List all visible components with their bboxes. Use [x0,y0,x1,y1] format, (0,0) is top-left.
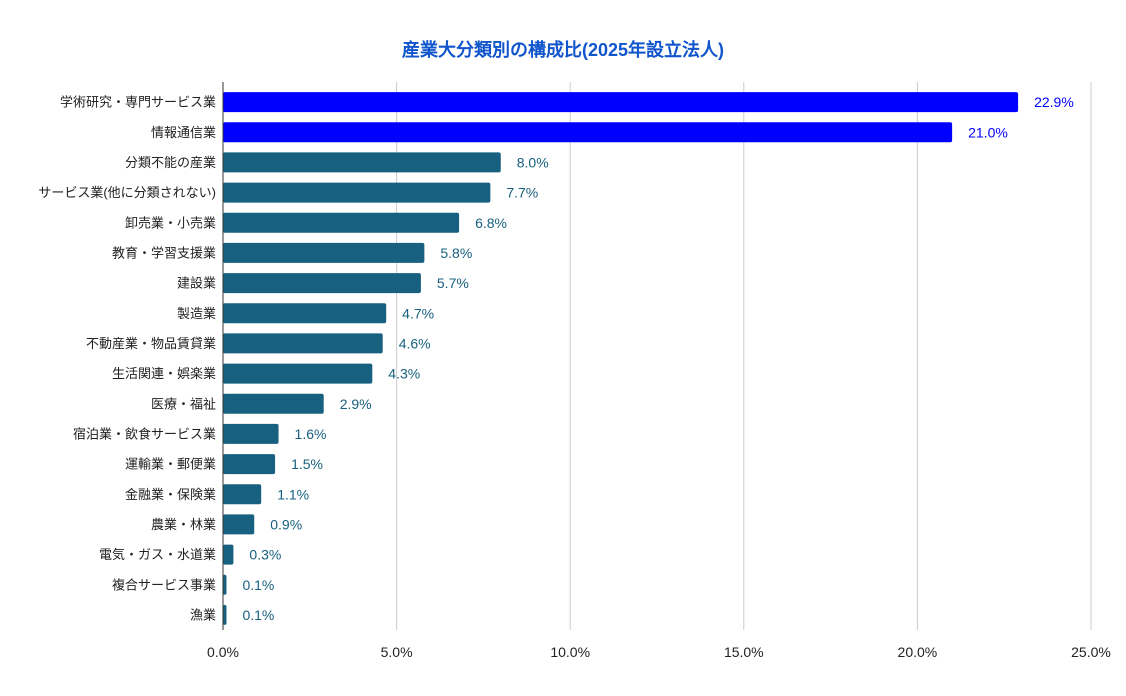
data-label: 0.1% [242,607,274,623]
data-label: 0.3% [249,547,281,563]
bar [223,514,255,535]
data-label: 21.0% [968,124,1008,140]
data-label: 5.7% [437,275,469,291]
x-tick-label: 10.0% [550,644,590,660]
category-label: 教育・学習支援業 [112,245,216,260]
data-label: 7.7% [506,185,538,201]
bar [223,544,234,565]
category-label: 宿泊業・飲食サービス業 [73,426,216,441]
bar [223,303,387,324]
data-label: 5.8% [440,245,472,261]
data-label: 22.9% [1034,94,1074,110]
bar [223,574,227,595]
bar [223,152,501,173]
category-label: 製造業 [177,306,216,321]
bar [223,92,1019,113]
category-label: 電気・ガス・水道業 [99,547,216,562]
data-label: 4.6% [399,335,431,351]
category-label: 不動産業・物品賃貸業 [86,336,216,351]
data-label: 2.9% [340,396,372,412]
data-label: 4.3% [388,366,420,382]
category-label: 学術研究・専門サービス業 [60,95,216,110]
data-label: 1.5% [291,456,323,472]
category-label: 農業・林業 [151,517,216,532]
category-label: 運輸業・郵便業 [125,457,216,472]
x-tick-label: 15.0% [724,644,764,660]
bar [223,273,421,294]
bar [223,212,460,233]
data-label: 0.9% [270,516,302,532]
data-label: 6.8% [475,215,507,231]
chart-title: 産業大分類別の構成比(2025年設立法人) [401,40,725,60]
bar [223,242,425,263]
category-label: 金融業・保険業 [125,487,216,502]
category-label: 複合サービス事業 [112,577,216,592]
category-label: 生活関連・娯楽業 [112,366,216,381]
bar [223,484,262,505]
bar [223,454,276,475]
bar [223,363,373,384]
data-label: 8.0% [517,154,549,170]
data-label: 0.1% [242,577,274,593]
bar [223,122,953,143]
bar [223,604,227,625]
category-label: 漁業 [190,607,216,622]
bar [223,333,383,354]
category-label: 情報通信業 [151,125,216,140]
data-label: 1.6% [295,426,327,442]
x-tick-label: 20.0% [898,644,938,660]
category-label: 分類不能の産業 [125,155,216,170]
bar [223,182,491,203]
category-label: 医療・福祉 [151,396,216,411]
category-label: 卸売業・小売業 [125,215,216,230]
bar [223,423,279,444]
x-tick-label: 25.0% [1071,644,1111,660]
x-tick-label: 5.0% [381,644,413,660]
bar [223,393,324,414]
x-tick-label: 0.0% [207,644,239,660]
category-label: 建設業 [177,276,216,291]
data-label: 1.1% [277,486,309,502]
category-label: サービス業(他に分類されない) [38,185,216,200]
data-label: 4.7% [402,305,434,321]
